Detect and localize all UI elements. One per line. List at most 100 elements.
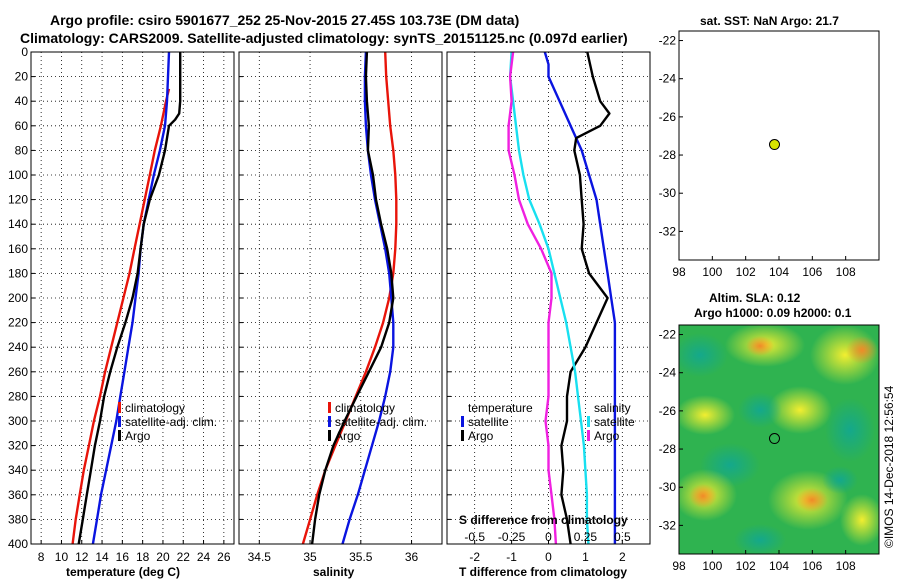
sst-map-ticks: 98 100 102 104 106 108 -22 -24 -26 -28 -30 -32 [659,34,856,279]
depth-tick-label: 20 [15,70,29,84]
salinity-legend: climatology satellite-adj. clim. Argo [328,401,427,443]
legend-swatch-argo [118,430,121,441]
xtick-label: 35 [303,550,317,564]
map-ytick-label: -24 [659,72,677,86]
xtick-label: -2 [469,550,480,564]
map-ytick-label: -26 [659,404,677,418]
salinity-panel: 34.5 35 35.5 36 salinity climatology satell… [238,51,443,579]
salinity-ticks: 34.5 35 35.5 36 [239,51,419,564]
map-ytick-label: -28 [659,148,677,162]
map-xtick-label: 98 [672,559,686,573]
map-xtick-label: 100 [702,265,722,279]
sst-map-title: sat. SST: NaN Argo: 21.7 [700,14,839,28]
legend-swatch-satellite [118,416,121,427]
xtick-label: 16 [116,550,130,564]
imos-stamp: ©IMOS 14-Dec-2018 12:56:54 [882,385,896,548]
map-ytick-label: -32 [659,224,677,238]
depth-tick-label: 380 [8,512,28,526]
xtick-label: 18 [136,550,150,564]
map-xtick-label: 104 [769,265,789,279]
title-line-1: Argo profile: csiro 5901677_252 25-Nov-2… [50,12,519,28]
depth-tick-label: 100 [8,168,28,182]
depth-tick-label: 80 [15,143,29,157]
xtick-label: 24 [197,550,211,564]
map-ytick-label: -22 [659,328,677,342]
map-xtick-label: 102 [736,559,756,573]
xtick-label: 2 [619,550,626,564]
depth-tick-label: 360 [8,488,28,502]
xtick-label: 34.5 [248,550,272,564]
series-t-satellite [543,51,617,544]
xtick-label: 10 [55,550,69,564]
argo-location-marker [769,139,780,151]
legend-satellite: satellite-adj. clim. [335,415,427,429]
difference-legend-temperature: temperature satellite Argo [461,401,533,443]
depth-tick-label: 340 [8,463,28,477]
difference-panel: -2 -1 0 1 2 -0.5 -0.25 0 0.25 0.5 S difference fr… [446,51,651,579]
depth-tick-label: 40 [15,94,29,108]
depth-tick-label: 180 [8,266,28,280]
legend-swatch-climatology [328,402,331,413]
legend-swatch-s-satellite [587,416,590,427]
legend-satellite: satellite-adj. clim. [125,415,217,429]
map-xtick-label: 106 [802,559,822,573]
legend-salinity-title: salinity [594,401,631,415]
series-s-argo [507,51,558,545]
sst-map-points [769,139,780,151]
depth-tick-label: 240 [8,340,28,354]
s-diff-tick-label: 0.5 [614,530,631,544]
xtick-label: 35.5 [349,550,373,564]
xtick-label: 14 [95,550,109,564]
s-diff-tick-label: -0.25 [498,530,526,544]
temperature-series [71,51,182,545]
salinity-series [301,51,398,545]
depth-tick-label: 160 [8,242,28,256]
legend-argo: Argo [335,429,361,443]
xtick-label: 20 [156,550,170,564]
map-xtick-label: 98 [672,265,686,279]
sst-map: sat. SST: NaN Argo: 21.7 98 100 102 104 106 1… [659,14,880,279]
map-ytick-label: -32 [659,518,677,532]
temperature-ticks: 8 10 12 14 16 18 20 22 24 26020406080100120140160… [8,45,231,564]
map-xtick-label: 106 [802,265,822,279]
map-ytick-label: -22 [659,34,677,48]
map-xtick-label: 100 [702,559,722,573]
t-difference-label: T difference from climatology [459,565,627,579]
s-difference-label: S difference from climatology [459,513,628,527]
series-climatology [71,88,171,545]
legend-swatch-argo [328,430,331,441]
map-ytick-label: -28 [659,442,677,456]
depth-tick-label: 260 [8,365,28,379]
salinity-xlabel: salinity [313,565,355,579]
xtick-label: 8 [38,550,45,564]
series-s-satellite [508,51,590,545]
temperature-legend: climatology satellite-adj. clim. Argo [118,401,217,443]
depth-tick-label: 200 [8,291,28,305]
series-t-argo [560,51,611,545]
map-ytick-label: -26 [659,110,677,124]
xtick-label: 12 [75,550,89,564]
legend-t-argo: Argo [468,429,494,443]
sla-map: Altim. SLA: 0.12 Argo h1000: 0.09 h2000:… [659,291,880,573]
series-argo [77,52,182,545]
map-ytick-label: -30 [659,186,677,200]
title-line-2: Climatology: CARS2009. Satellite-adjuste… [20,30,628,46]
argo-location-marker [769,433,780,445]
legend-climatology: climatology [125,401,185,415]
legend-argo: Argo [125,429,151,443]
xtick-label: 36 [405,550,419,564]
map-xtick-label: 104 [769,559,789,573]
xtick-label: 26 [217,550,231,564]
difference-legend-salinity: salinity satellite Argo [587,401,635,443]
legend-temperature-title: temperature [468,401,533,415]
temperature-panel: 8 10 12 14 16 18 20 22 24 26020406080100120140160… [8,45,235,579]
s-diff-tick-label: 0.25 [574,530,598,544]
series-satellite-adj-clim- [341,51,395,545]
legend-swatch-t-argo [461,430,464,441]
depth-tick-label: 120 [8,193,28,207]
depth-tick-label: 220 [8,316,28,330]
xtick-label: 0 [545,550,552,564]
sla-map-points [769,433,780,445]
depth-tick-label: 320 [8,439,28,453]
